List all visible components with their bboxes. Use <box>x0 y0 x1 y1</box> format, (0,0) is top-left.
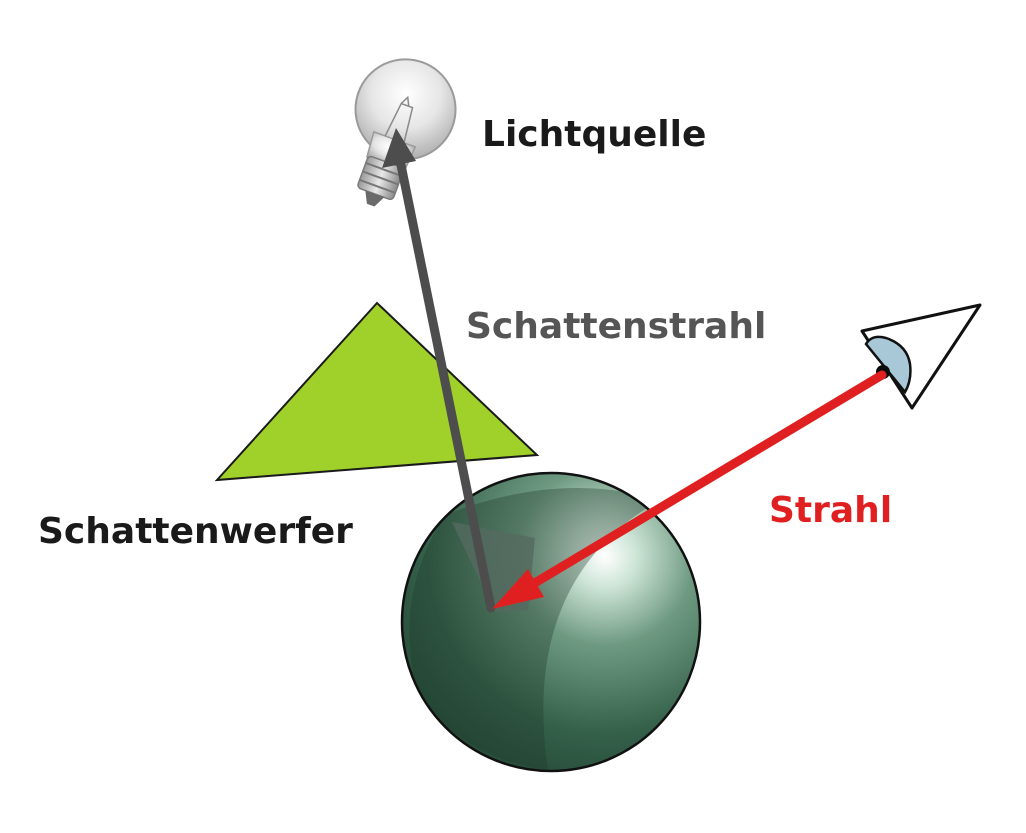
ray-arrow <box>492 370 887 609</box>
label-shadow-ray: Schattenstrahl <box>466 306 766 347</box>
label-light-source: Lichtquelle <box>482 114 706 155</box>
label-shadow-caster: Schattenwerfer <box>38 511 353 552</box>
eye-icon <box>860 303 982 410</box>
label-ray: Strahl <box>769 490 892 531</box>
shadow-ray-arrow <box>382 128 496 613</box>
sphere <box>400 471 702 773</box>
